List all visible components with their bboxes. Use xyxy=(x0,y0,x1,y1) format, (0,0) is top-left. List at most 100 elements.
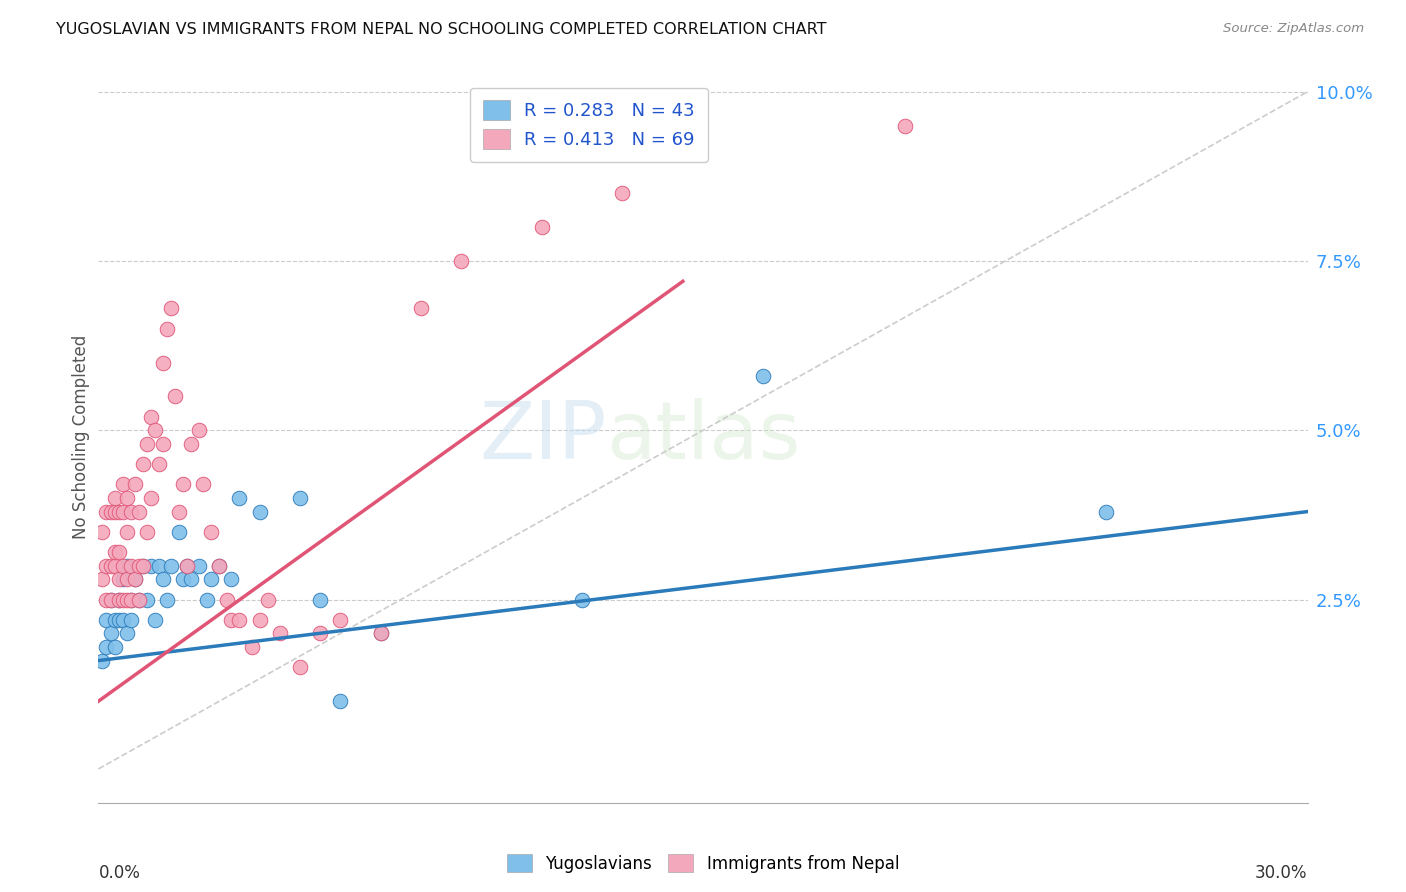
Point xyxy=(111,477,134,491)
Point xyxy=(107,545,129,559)
Point xyxy=(200,524,222,539)
Point xyxy=(228,491,250,505)
Point xyxy=(100,558,122,573)
Point xyxy=(208,558,231,573)
Point xyxy=(103,545,125,559)
Point xyxy=(103,640,125,654)
Point xyxy=(148,457,170,471)
Point xyxy=(200,572,222,586)
Point xyxy=(91,654,114,668)
Point xyxy=(329,694,352,708)
Point xyxy=(107,592,129,607)
Point xyxy=(180,572,202,586)
Point xyxy=(221,613,243,627)
Point xyxy=(893,119,915,133)
Point xyxy=(409,301,432,316)
Point xyxy=(103,613,125,627)
Point xyxy=(124,572,146,586)
Point xyxy=(139,558,162,573)
Point xyxy=(120,558,142,573)
Point xyxy=(329,613,352,627)
Point xyxy=(132,558,155,573)
Text: 30.0%: 30.0% xyxy=(1256,863,1308,882)
Text: 0.0%: 0.0% xyxy=(98,863,141,882)
Point xyxy=(208,558,231,573)
Point xyxy=(188,558,211,573)
Point xyxy=(195,592,218,607)
Point xyxy=(193,477,215,491)
Point xyxy=(124,477,146,491)
Y-axis label: No Schooling Completed: No Schooling Completed xyxy=(72,335,90,539)
Point xyxy=(163,389,186,403)
Point xyxy=(100,592,122,607)
Point xyxy=(156,322,179,336)
Point xyxy=(96,505,118,519)
Text: Source: ZipAtlas.com: Source: ZipAtlas.com xyxy=(1223,22,1364,36)
Point xyxy=(100,626,122,640)
Point xyxy=(115,558,138,573)
Legend: R = 0.283   N = 43, R = 0.413   N = 69: R = 0.283 N = 43, R = 0.413 N = 69 xyxy=(470,87,707,161)
Point xyxy=(128,592,150,607)
Point xyxy=(221,572,243,586)
Point xyxy=(135,592,157,607)
Point xyxy=(167,524,190,539)
Point xyxy=(135,437,157,451)
Point xyxy=(128,505,150,519)
Point xyxy=(111,558,134,573)
Text: atlas: atlas xyxy=(606,398,800,476)
Point xyxy=(124,572,146,586)
Point xyxy=(160,558,183,573)
Text: YUGOSLAVIAN VS IMMIGRANTS FROM NEPAL NO SCHOOLING COMPLETED CORRELATION CHART: YUGOSLAVIAN VS IMMIGRANTS FROM NEPAL NO … xyxy=(56,22,827,37)
Point xyxy=(111,505,134,519)
Point xyxy=(107,592,129,607)
Point xyxy=(120,505,142,519)
Point xyxy=(115,626,138,640)
Point xyxy=(100,592,122,607)
Point xyxy=(103,505,125,519)
Point xyxy=(167,505,190,519)
Point xyxy=(172,477,194,491)
Point xyxy=(288,491,311,505)
Point xyxy=(111,592,134,607)
Point xyxy=(128,558,150,573)
Point xyxy=(152,572,174,586)
Point xyxy=(96,558,118,573)
Point xyxy=(139,491,162,505)
Point xyxy=(172,572,194,586)
Point xyxy=(96,640,118,654)
Text: ZIP: ZIP xyxy=(479,398,606,476)
Point xyxy=(152,355,174,369)
Point xyxy=(115,592,138,607)
Point xyxy=(91,524,114,539)
Point xyxy=(120,613,142,627)
Point xyxy=(100,505,122,519)
Point xyxy=(115,491,138,505)
Point xyxy=(115,524,138,539)
Point xyxy=(176,558,198,573)
Point xyxy=(249,613,271,627)
Point xyxy=(1095,505,1118,519)
Point xyxy=(180,437,202,451)
Point xyxy=(370,626,392,640)
Point xyxy=(132,457,155,471)
Point xyxy=(309,592,332,607)
Point xyxy=(120,592,142,607)
Point xyxy=(96,592,118,607)
Point xyxy=(612,186,634,201)
Point xyxy=(269,626,291,640)
Point xyxy=(450,254,472,268)
Point xyxy=(176,558,198,573)
Point xyxy=(96,613,118,627)
Point xyxy=(107,572,129,586)
Point xyxy=(156,592,179,607)
Point xyxy=(111,613,134,627)
Point xyxy=(111,572,134,586)
Point xyxy=(139,409,162,424)
Point xyxy=(160,301,183,316)
Point xyxy=(115,572,138,586)
Point xyxy=(228,613,250,627)
Point xyxy=(217,592,239,607)
Point xyxy=(571,592,593,607)
Point xyxy=(752,369,775,384)
Point xyxy=(143,613,166,627)
